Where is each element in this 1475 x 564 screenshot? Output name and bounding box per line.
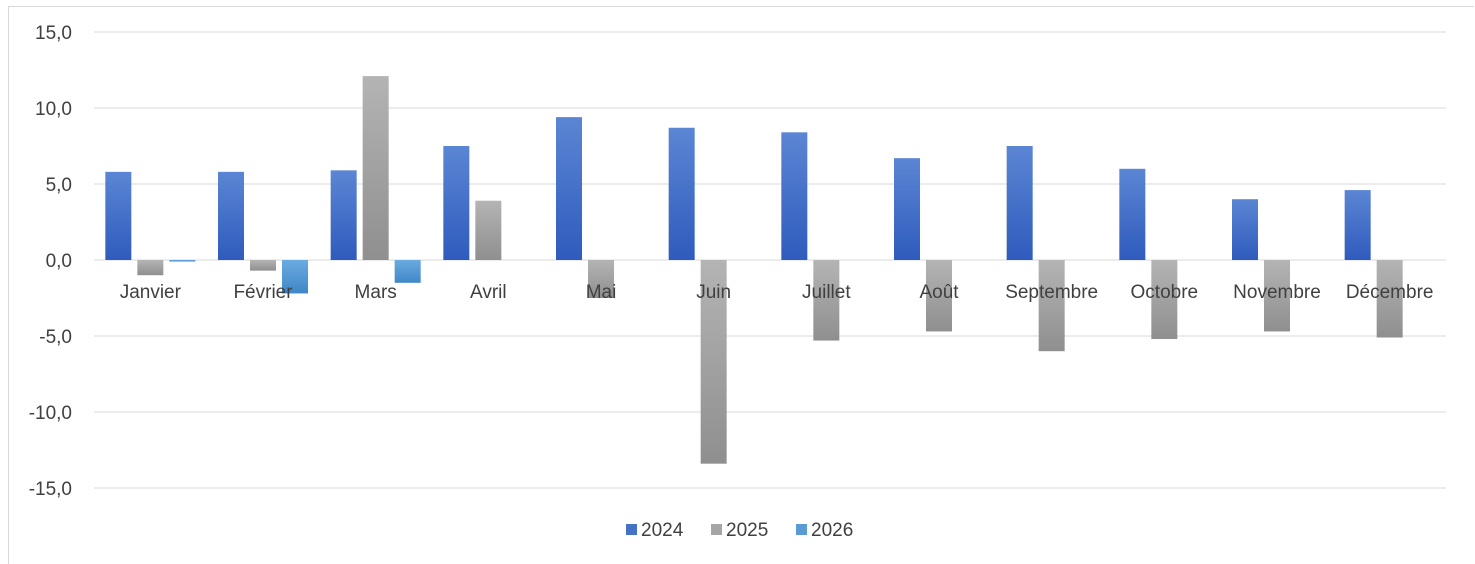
y-tick-label: -5,0 xyxy=(39,327,72,348)
bar-2024-juin xyxy=(668,127,695,260)
bar-2025-septembre xyxy=(1038,260,1065,352)
y-tick-label: -10,0 xyxy=(29,403,72,424)
bar-2025-janvier xyxy=(137,260,164,276)
y-tick-label: 0,0 xyxy=(46,251,72,272)
bar-2024-mars xyxy=(330,170,357,260)
legend-swatch-2026 xyxy=(796,524,807,535)
bar-2024-mai xyxy=(556,117,582,261)
bar-2024-juillet xyxy=(781,132,808,260)
x-category-label: Octobre xyxy=(1131,282,1199,303)
y-tick-label: 15,0 xyxy=(35,23,72,44)
bars xyxy=(105,76,1403,464)
x-category-label: Juin xyxy=(696,282,731,303)
bar-2024-septembre xyxy=(1006,146,1033,260)
bar-2025-février xyxy=(250,260,276,271)
y-tick-label: 10,0 xyxy=(35,99,72,120)
bar-2024-août xyxy=(894,158,920,260)
y-tick-label: 5,0 xyxy=(46,175,72,196)
bar-2025-novembre xyxy=(1264,260,1290,332)
bar-2026-mars xyxy=(394,260,421,283)
x-category-label: Juillet xyxy=(802,282,851,303)
y-tick-label: -15,0 xyxy=(29,479,72,500)
legend-swatch-2025 xyxy=(711,524,722,535)
bar-2025-mai xyxy=(588,260,614,298)
bar-2024-avril xyxy=(443,146,470,260)
bar-2024-novembre xyxy=(1232,199,1258,260)
x-category-label: Mai xyxy=(586,282,617,303)
bar-2025-juillet xyxy=(813,260,840,341)
bar-2024-janvier xyxy=(105,171,132,260)
bar-2024-octobre xyxy=(1119,168,1146,260)
bar-2026-février xyxy=(282,260,308,294)
bar-2025-octobre xyxy=(1151,260,1178,340)
x-axis: Janvier Février Mars Avril Mai Juin Juillet Aoû… xyxy=(120,282,1434,303)
gridlines xyxy=(94,31,1446,489)
chart-frame xyxy=(8,6,1474,564)
x-category-label: Novembre xyxy=(1233,282,1321,303)
x-category-label: Avril xyxy=(470,282,507,303)
y-axis: 15,0 10,0 5,0 0,0 -5,0 -10,0 -15,0 xyxy=(29,23,72,500)
bar-2024-décembre xyxy=(1344,190,1371,260)
x-category-label: Mars xyxy=(355,282,397,303)
bar-2025-juin xyxy=(700,260,727,464)
x-category-label: Janvier xyxy=(120,282,182,303)
bar-2026-janvier xyxy=(169,260,196,262)
legend: 2024 2025 2026 xyxy=(626,520,853,541)
x-category-label: Septembre xyxy=(1005,282,1098,303)
legend-label-2025: 2025 xyxy=(726,520,768,541)
bar-2024-février xyxy=(218,171,244,260)
legend-swatch-2024 xyxy=(626,524,637,535)
bar-2025-mars xyxy=(362,76,389,260)
x-category-label: Août xyxy=(919,282,959,303)
legend-label-2024: 2024 xyxy=(641,520,684,541)
bar-2025-avril xyxy=(475,200,502,260)
bar-2025-août xyxy=(926,260,952,332)
x-category-label: Février xyxy=(233,282,293,303)
legend-label-2026: 2026 xyxy=(811,520,853,541)
x-category-label: Décembre xyxy=(1346,282,1434,303)
bar-2025-décembre xyxy=(1376,260,1403,338)
